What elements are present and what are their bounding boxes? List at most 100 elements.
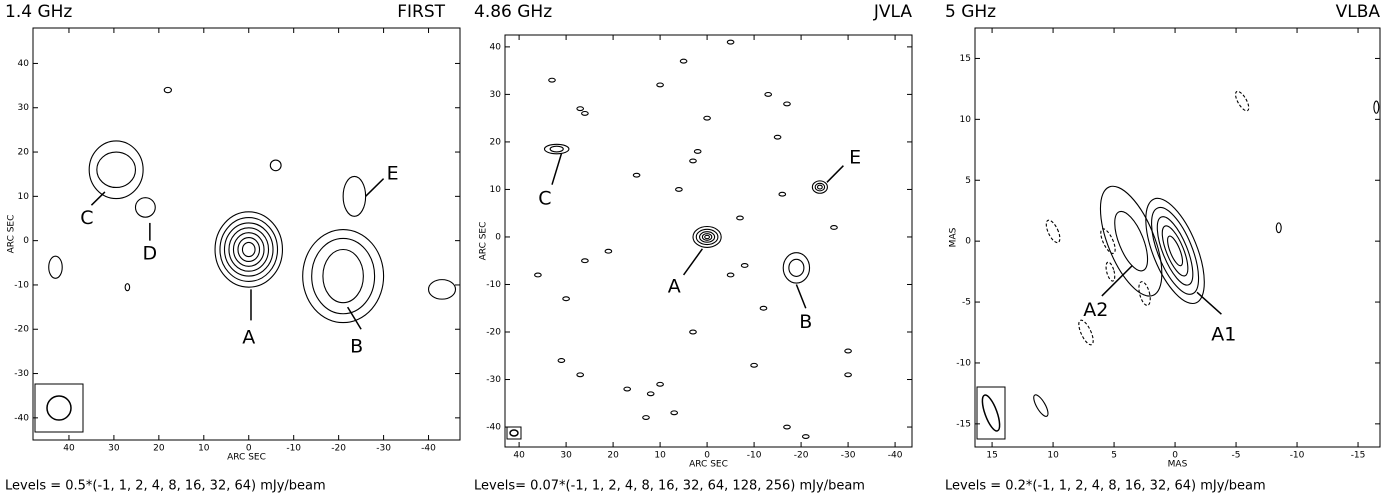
source-label: C bbox=[80, 207, 93, 229]
contour bbox=[1108, 207, 1154, 275]
contour bbox=[229, 228, 269, 271]
panel-title: 1.4 GHz bbox=[5, 2, 72, 22]
source-label: A1 bbox=[1211, 323, 1236, 345]
contour bbox=[1134, 191, 1217, 311]
x-tick-label: 5 bbox=[1111, 451, 1117, 461]
y-tick-label: -30 bbox=[14, 369, 29, 379]
contour bbox=[779, 192, 786, 196]
contour bbox=[760, 306, 767, 310]
panel-telescope: FIRST bbox=[397, 2, 445, 22]
contour bbox=[765, 92, 772, 96]
x-axis-label: ARC SEC bbox=[227, 453, 266, 463]
y-tick-label: 10 bbox=[960, 115, 972, 125]
y-tick-label: -20 bbox=[486, 328, 501, 338]
contour bbox=[1076, 318, 1096, 346]
contour bbox=[125, 284, 129, 291]
x-tick-label: 20 bbox=[153, 444, 165, 454]
plot-frame bbox=[505, 35, 912, 447]
levels-note: Levels = 0.5*(-1, 1, 2, 4, 8, 16, 32, 64… bbox=[5, 479, 326, 494]
contour bbox=[671, 411, 678, 415]
contour bbox=[1233, 89, 1251, 112]
contour bbox=[802, 435, 809, 439]
contour bbox=[135, 198, 155, 217]
source-label: E bbox=[849, 147, 861, 169]
source-label: A bbox=[668, 275, 681, 297]
x-tick-label: -10 bbox=[1290, 451, 1305, 461]
leader-line bbox=[366, 179, 384, 197]
beam-box bbox=[507, 427, 521, 439]
y-tick-label: 40 bbox=[18, 59, 30, 69]
x-tick-label: -10 bbox=[747, 451, 762, 461]
source-label: C bbox=[538, 187, 551, 209]
source-label: D bbox=[143, 242, 158, 264]
contour bbox=[563, 297, 570, 301]
contour bbox=[577, 107, 584, 111]
contour bbox=[643, 416, 650, 420]
source-label: B bbox=[350, 335, 363, 357]
y-tick-label: 20 bbox=[490, 137, 502, 147]
contour bbox=[577, 373, 584, 377]
contour bbox=[1088, 178, 1175, 304]
x-tick-label: 15 bbox=[986, 451, 997, 461]
contour bbox=[694, 150, 701, 154]
contour bbox=[1104, 261, 1116, 282]
contour bbox=[242, 242, 255, 256]
panel-telescope: JVLA bbox=[873, 2, 913, 22]
contour bbox=[1165, 234, 1186, 267]
panel: 1.4 GHzFIRST403020100-10-20-30-40-40-30-… bbox=[5, 2, 460, 494]
beam-box bbox=[35, 384, 83, 432]
contour bbox=[676, 188, 683, 192]
contour bbox=[1374, 101, 1379, 113]
y-tick-label: 0 bbox=[965, 237, 971, 247]
contour bbox=[845, 349, 852, 353]
x-tick-label: 30 bbox=[108, 444, 120, 454]
y-tick-label: 5 bbox=[965, 176, 971, 186]
x-tick-label: 10 bbox=[654, 451, 666, 461]
contour bbox=[238, 238, 260, 262]
contour bbox=[1031, 393, 1051, 418]
contour bbox=[784, 425, 791, 429]
y-tick-label: 15 bbox=[960, 54, 971, 64]
contour bbox=[1137, 281, 1153, 307]
contour bbox=[727, 273, 734, 277]
contour bbox=[582, 112, 589, 116]
levels-note: Levels = 0.2*(-1, 1, 2, 4, 8, 16, 32, 64… bbox=[945, 479, 1266, 494]
source-label: E bbox=[387, 163, 399, 185]
contour bbox=[224, 223, 273, 276]
contour bbox=[633, 173, 640, 177]
x-tick-label: -5 bbox=[1232, 451, 1241, 461]
leader-line bbox=[348, 307, 361, 329]
x-tick-label: -20 bbox=[331, 444, 346, 454]
contour bbox=[429, 280, 456, 299]
beam bbox=[47, 396, 71, 420]
contour bbox=[270, 160, 281, 171]
y-tick-label: 20 bbox=[18, 148, 30, 158]
contour bbox=[737, 216, 744, 220]
contour bbox=[605, 249, 612, 253]
leader-line bbox=[1197, 292, 1221, 314]
y-tick-label: 10 bbox=[18, 192, 30, 202]
figure: 1.4 GHzFIRST403020100-10-20-30-40-40-30-… bbox=[0, 0, 1397, 497]
contour bbox=[702, 234, 711, 241]
contour bbox=[783, 253, 809, 283]
contour bbox=[49, 256, 62, 278]
contour bbox=[741, 264, 748, 268]
contour bbox=[97, 152, 136, 187]
y-tick-label: 10 bbox=[490, 185, 502, 195]
panel-telescope: VLBA bbox=[1336, 2, 1381, 22]
x-tick-label: 10 bbox=[1047, 451, 1059, 461]
contour bbox=[1276, 223, 1281, 233]
y-tick-label: -40 bbox=[14, 413, 29, 423]
contour bbox=[582, 259, 589, 263]
contour bbox=[624, 387, 631, 391]
contour bbox=[690, 159, 697, 163]
contour bbox=[164, 87, 171, 92]
x-tick-label: -10 bbox=[286, 444, 301, 454]
contour bbox=[1150, 212, 1200, 289]
x-tick-label: -40 bbox=[888, 451, 903, 461]
contour bbox=[751, 363, 758, 367]
source-label: A bbox=[242, 327, 255, 349]
y-tick-label: -10 bbox=[956, 358, 971, 368]
